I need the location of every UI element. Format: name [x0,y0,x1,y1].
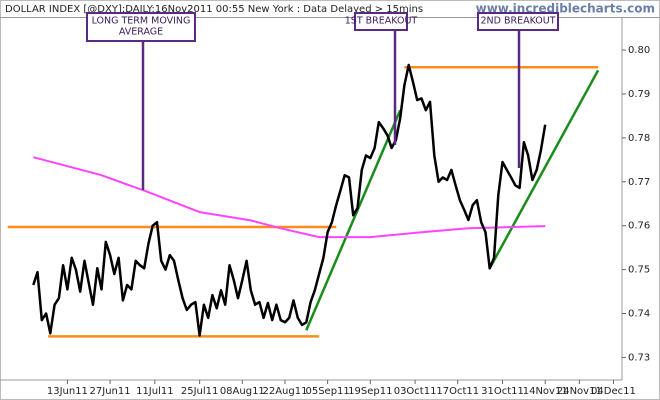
y-tick-label: 0.79 [628,89,650,100]
x-tick-label: 14Nov11 [523,386,568,397]
x-tick-label: 22Aug11 [262,386,307,397]
annotation-text: LONG TERM MOVING [92,16,191,27]
y-tick-label: 0.78 [628,133,650,144]
annotation-text: AVERAGE [119,27,163,38]
x-tick-label: 11Jul11 [136,386,174,397]
annotation-text: 1ST BREAKOUT [345,16,418,27]
y-tick-label: 0.80 [628,45,650,56]
x-tick-label: 08Aug11 [220,386,265,397]
y-tick-label: 0.77 [628,177,650,188]
x-tick-label: 27Jun11 [90,386,131,397]
x-tick-label: 17Oct11 [436,386,479,397]
x-tick-label: 13Jun11 [47,386,88,397]
x-tick-label: 05Sep11 [305,386,349,397]
y-tick-label: 0.74 [628,309,650,320]
x-tick-label: 25Jul11 [181,386,219,397]
x-tick-label: 03Oct11 [394,386,437,397]
y-tick-label: 0.76 [628,221,650,232]
reference-line [488,69,600,269]
chart-title: DOLLAR INDEX [@DXY]:DAILY:16Nov2011 00:5… [5,4,423,15]
x-tick-label: 04Dec11 [591,386,636,397]
price-line [32,63,547,337]
x-tick-label: 19Sep11 [348,386,392,397]
annotation-box [354,12,408,31]
annotation-box [86,12,196,42]
x-tick-label: 31Oct11 [481,386,524,397]
annotation-box [477,12,559,31]
annotation-text: 2ND BREAKOUT [480,16,555,27]
y-tick-label: 0.73 [628,352,650,363]
reference-line [305,109,402,331]
x-tick-label: 24Nov11 [557,386,602,397]
moving-average-line [33,156,546,239]
y-tick-label: 0.75 [628,265,650,276]
